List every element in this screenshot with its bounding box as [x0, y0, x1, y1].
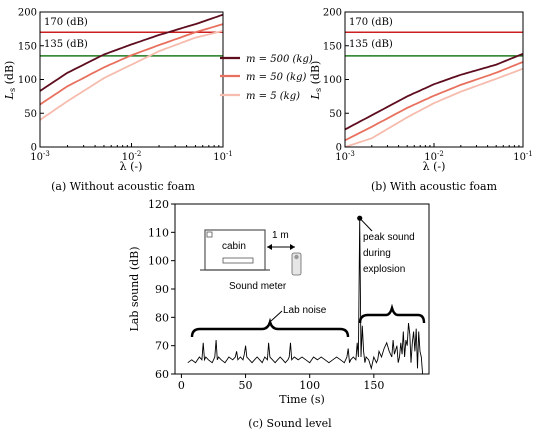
panel-b-xtick-label: 10-1	[513, 150, 533, 163]
panel-c-xtick-label: 0	[178, 379, 185, 392]
peak-pointer-line	[359, 217, 373, 232]
panel-c-ytick-label: 80	[155, 311, 169, 324]
lab-noise-label: Lab noise	[283, 305, 327, 316]
panel-b-ylabel: Ls (dB)	[309, 61, 323, 101]
caption-b: (b) With acoustic foam	[371, 180, 498, 193]
panel-b-ytick-label: 150	[323, 41, 342, 52]
legend: m = 500 (kg) m = 50 (kg) m = 5 (kg)	[220, 54, 313, 102]
panel-a-ytick-label: 50	[24, 109, 37, 120]
panel-a-ytick-label: 0	[31, 143, 37, 154]
explosion-region-brace	[358, 303, 426, 324]
panel-a-ylabel: Ls (dB)	[3, 61, 17, 101]
lab-noise-brace	[190, 317, 350, 338]
panel-c-series-lab-sound	[187, 218, 424, 374]
sound-meter-head	[294, 254, 299, 260]
panel-a-xlabel: λ (-)	[120, 160, 143, 173]
caption-a: (a) Without acoustic foam	[51, 180, 195, 193]
panel-b-ytick-label: 100	[323, 75, 342, 86]
panel-c-ytick-label: 110	[148, 226, 169, 239]
panel-c-xtick-label: 50	[239, 379, 253, 392]
panel-c-ytick-label: 100	[148, 255, 169, 268]
panel-b-ytick-label: 200	[323, 8, 342, 19]
panel-a-series-m5	[40, 30, 223, 121]
peak-annotation-line-2: during	[363, 248, 391, 259]
panel-c-xtick-label: 150	[363, 379, 384, 392]
panel-b-xlabel: λ (-)	[423, 160, 446, 173]
panel-a-threshold-170-label: 170 (dB)	[44, 17, 88, 28]
distance-label: 1 m	[272, 230, 289, 241]
peak-annotation-line-3: explosion	[363, 264, 405, 275]
panel-c-ylabel: Lab sound (dB)	[128, 246, 141, 331]
cabin-base	[222, 257, 254, 264]
panel-c-ytick-label: 90	[155, 283, 169, 296]
panel-b-ytick-label: 50	[329, 109, 342, 120]
peak-annotation-line-1: peak sound	[363, 232, 415, 243]
panel-c-ytick-label: 70	[155, 340, 169, 353]
sound-meter-device	[291, 252, 302, 276]
lab-noise-pointer	[270, 310, 283, 322]
panel-b-ytick-label: 0	[336, 143, 342, 154]
legend-m500-label: m = 500 (kg)	[246, 54, 313, 65]
panel-b-xtick-label: 10-3	[335, 150, 355, 163]
cabin-label: cabin	[222, 241, 246, 252]
legend-m5-label: m = 5 (kg)	[246, 91, 300, 102]
panel-c-ticks: 60 70 80 90 100 110 120 0 50 100 150	[148, 198, 384, 392]
panel-a-ytick-label: 150	[18, 41, 37, 52]
panel-b-threshold-135-label: 135 (dB)	[349, 39, 393, 50]
panel-a-series-m500	[40, 13, 223, 92]
panel-a-threshold-135-label: 135 (dB)	[44, 39, 88, 50]
panel-a-xtick-label: 10-3	[30, 150, 50, 163]
panel-c-xlabel: Time (s)	[279, 393, 325, 406]
panel-c-plot	[187, 218, 424, 374]
panel-b-plot	[345, 31, 523, 147]
distance-arrow-head-left	[267, 244, 272, 250]
panel-b-series-m50	[345, 61, 523, 142]
panel-a-plot	[40, 13, 223, 121]
panel-b-series-m5	[345, 67, 523, 147]
panel-a-xtick-label: 10-1	[213, 150, 233, 163]
panel-a-ytick-label: 200	[18, 8, 37, 19]
caption-c: (c) Sound level	[248, 417, 332, 430]
panel-c-ytick-label: 120	[148, 198, 169, 211]
panel-b-series-m500	[345, 53, 523, 131]
legend-m50-label: m = 50 (kg)	[246, 72, 306, 83]
panel-c-ytick-label: 60	[155, 368, 169, 381]
setup-inset: cabin 1 m Sound meter	[200, 229, 302, 292]
panel-c: 60 70 80 90 100 110 120 0 50 100 150 Lab sound (dB…	[128, 198, 430, 430]
cabin-corner-mark	[206, 231, 213, 238]
distance-arrow-head-right	[290, 244, 295, 250]
panel-c-xtick-label: 100	[299, 379, 320, 392]
panel-b-threshold-170-label: 170 (dB)	[349, 17, 393, 28]
panel-a-ytick-label: 100	[18, 75, 37, 86]
sound-meter-label: Sound meter	[229, 281, 287, 292]
panel-a-series-m50	[40, 23, 223, 106]
